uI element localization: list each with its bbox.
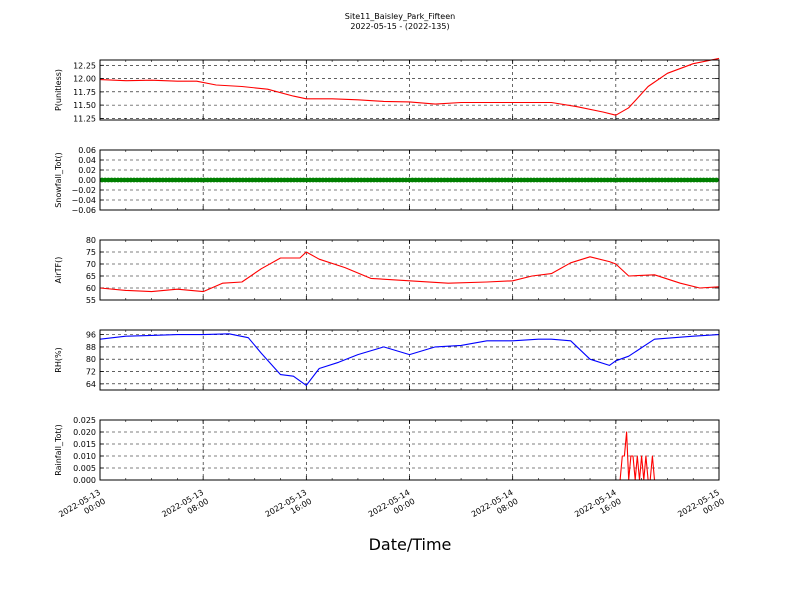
axes-frame: [99, 419, 720, 481]
data-point: [714, 177, 719, 183]
figure-title-line1: Site11_Baisley_Park_Fifteen: [345, 12, 455, 21]
figure-title-line2: 2022-05-15 - (2022-135): [350, 22, 449, 31]
y-tick-label: −0.02: [71, 186, 96, 195]
y-tick-label: 96: [86, 331, 96, 340]
y-tick-label: −0.06: [71, 206, 96, 215]
y-tick-label: 72: [86, 368, 96, 377]
y-axis-label: RH(%): [54, 347, 63, 372]
y-tick-label: 12.00: [73, 75, 96, 84]
y-axis-label: P(unitless): [54, 69, 63, 111]
axes-frame: [99, 239, 720, 301]
y-tick-label: 0.000: [73, 476, 96, 485]
y-tick-label: 11.50: [73, 101, 96, 110]
y-tick-label: 65: [86, 272, 96, 281]
panel-pressure: 11.25 11.50 11.75 12.00 12.25 P(unitless): [54, 57, 720, 123]
y-tick-label: 0.06: [78, 146, 96, 155]
axes-frame: [99, 59, 720, 121]
y-tick-label: 11.25: [73, 114, 96, 123]
y-tick-label: 0.04: [78, 156, 96, 165]
y-tick-label: 75: [86, 248, 96, 257]
y-tick-label: 0.010: [73, 452, 96, 461]
panel-rainfall: 0.000 0.005 0.010 0.015 0.020 0.025 Rainfall_T…: [54, 416, 720, 485]
y-axis-label: AirTF(): [54, 257, 63, 284]
y-tick-label: 60: [86, 284, 96, 293]
panel-snowfall: −0.06−0.04−0.020.000.020.040.06 Snowfall_…: [54, 146, 720, 215]
y-tick-label: 0.015: [73, 440, 96, 449]
y-tick-label: 0.00: [78, 176, 96, 185]
y-tick-label: 0.005: [73, 464, 96, 473]
y-tick-label: 80: [86, 236, 96, 245]
y-tick-label: 64: [86, 380, 96, 389]
y-tick-label: 0.02: [78, 166, 96, 175]
y-tick-label: 88: [86, 343, 96, 352]
y-tick-label: 55: [86, 296, 96, 305]
y-axis-label: Rainfall_Tot(): [54, 424, 63, 476]
y-tick-label: 0.020: [73, 428, 96, 437]
axes-frame: [99, 329, 720, 391]
panels-group: 11.25 11.50 11.75 12.00 12.25 P(unitless) −0.0…: [54, 57, 720, 485]
panel-rh: 64 72 80 88 96 RH(%): [54, 329, 720, 391]
x-axis-label: Date/Time: [369, 535, 452, 554]
y-tick-label: 80: [86, 355, 96, 364]
series-line-rh: [99, 333, 720, 386]
y-tick-label: 0.025: [73, 416, 96, 425]
panel-airtemp: 55 60 65 70 75 80 AirTF(): [54, 236, 720, 305]
axes-frame: [99, 149, 720, 211]
y-axis-label: Snowfall_Tot(): [54, 152, 63, 208]
series-line-pressure: [99, 57, 720, 116]
series-line-airtemp: [99, 251, 720, 293]
y-tick-label: −0.04: [71, 196, 96, 205]
y-tick-label: 12.25: [73, 61, 96, 70]
y-tick-label: 11.75: [73, 88, 96, 97]
y-tick-label: 70: [86, 260, 96, 269]
